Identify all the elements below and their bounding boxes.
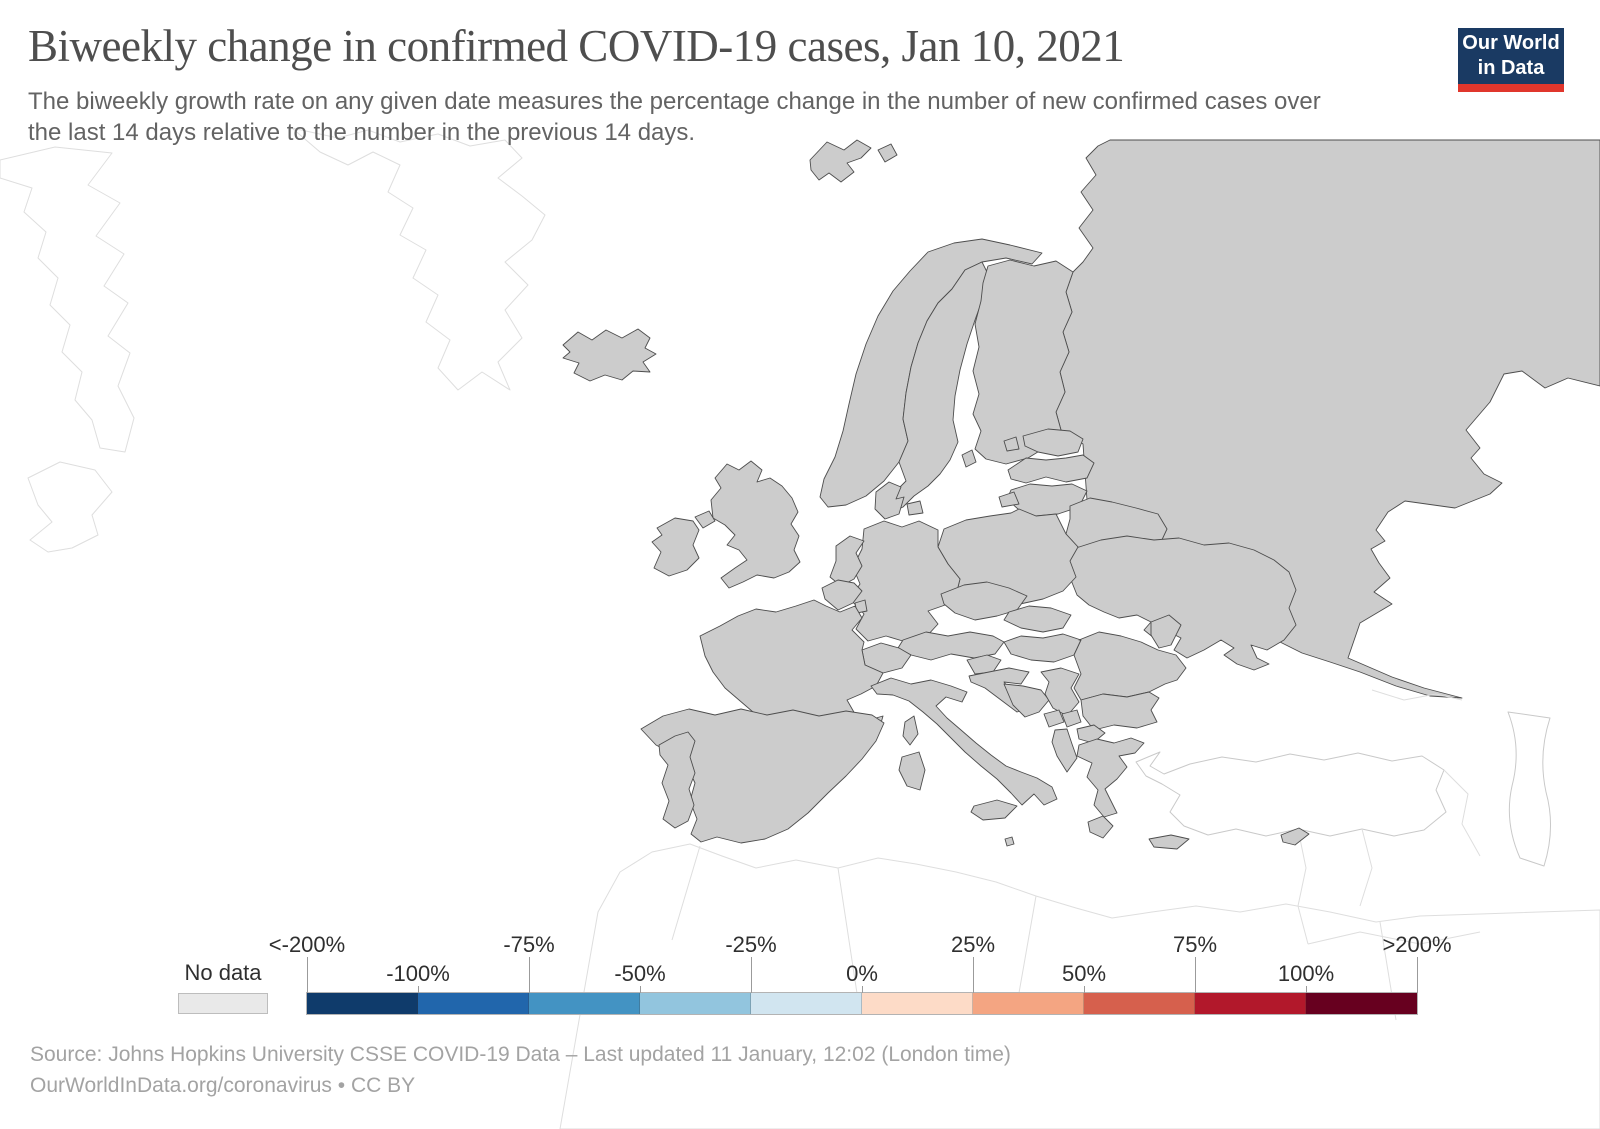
page-title: Biweekly change in confirmed COVID-19 ca…	[28, 21, 1125, 71]
country-albania[interactable]	[1051, 728, 1078, 773]
legend-segment-100% to >200%[interactable]	[1306, 993, 1417, 1014]
legend-segment-0% to 25%[interactable]	[862, 993, 973, 1014]
legend-tick	[307, 957, 308, 993]
country-sweden-gotland[interactable]	[961, 449, 977, 468]
country-bosnia[interactable]	[1003, 683, 1050, 718]
country-denmark-zealand[interactable]	[906, 500, 924, 516]
owid-logo-line1: Our World	[1462, 32, 1560, 54]
owid-logo[interactable]: Our World in Data	[1458, 28, 1564, 92]
owid-logo-line2: in Data	[1477, 57, 1545, 79]
source-separator: •	[331, 1074, 351, 1097]
legend-tick	[973, 957, 974, 993]
country-slovenia[interactable]	[966, 654, 1002, 675]
legend-segment--50% to -25%[interactable]	[640, 993, 751, 1014]
country-ukraine[interactable]	[1066, 535, 1297, 671]
coastline-arctic-canada	[291, 127, 546, 391]
country-norway-svalbard-2[interactable]	[877, 143, 898, 163]
legend-segment-75% to 100%[interactable]	[1195, 993, 1306, 1014]
legend-tick	[529, 957, 530, 993]
legend-tick-label: 25%	[950, 932, 996, 957]
source-line: Source: Johns Hopkins University CSSE CO…	[30, 1043, 1011, 1066]
country-serbia[interactable]	[1040, 667, 1080, 717]
legend-tick-label: 50%	[1061, 961, 1107, 986]
country-russia-kaliningrad[interactable]	[998, 491, 1020, 508]
legend-tick	[1417, 957, 1418, 993]
country-spain[interactable]	[640, 708, 885, 844]
country-malta[interactable]	[1004, 836, 1015, 847]
legend-segment--100% to -75%[interactable]	[418, 993, 529, 1014]
legend-no-data-swatch[interactable]	[178, 993, 268, 1014]
africa-borders	[671, 845, 1397, 1021]
country-norway-svalbard[interactable]	[809, 139, 872, 183]
coastline-greenland-tip	[27, 461, 113, 553]
chart-header: Biweekly change in confirmed COVID-19 ca…	[28, 20, 1428, 148]
legend-tick	[418, 986, 419, 993]
legend-tick	[751, 957, 752, 993]
legend-tick-label: -50%	[614, 961, 666, 986]
legend-segment--75% to -50%[interactable]	[529, 993, 640, 1014]
source-line-2: OurWorldInData.org/coronavirus • CC BY	[30, 1071, 1011, 1101]
country-north-macedonia[interactable]	[1076, 724, 1106, 744]
coastline-turkey	[1135, 751, 1447, 837]
legend-tick-label: <-200%	[268, 932, 346, 957]
country-romania[interactable]	[1073, 631, 1187, 701]
legend-tick-label: >200%	[1382, 932, 1452, 957]
legend-tick	[1084, 986, 1085, 993]
coastline-greenland	[0, 146, 135, 453]
legend-tick	[1306, 986, 1307, 993]
legend-segment-25% to 50%[interactable]	[973, 993, 1084, 1014]
license-label: CC BY	[350, 1074, 416, 1097]
country-italy-sardinia[interactable]	[898, 751, 926, 791]
legend-tick-label: -100%	[386, 961, 450, 986]
country-greece-crete[interactable]	[1148, 834, 1190, 850]
country-latvia[interactable]	[1007, 454, 1095, 484]
legend-segment-50% to 75%[interactable]	[1084, 993, 1195, 1014]
country-montenegro[interactable]	[1043, 709, 1065, 728]
country-belgium[interactable]	[821, 579, 863, 611]
country-estonia[interactable]	[1022, 428, 1084, 457]
country-united-kingdom[interactable]	[710, 460, 801, 589]
legend-tick	[640, 986, 641, 993]
country-ireland[interactable]	[651, 517, 700, 577]
country-uk-northern-ireland[interactable]	[694, 510, 716, 529]
caspian-sea-outline	[1507, 711, 1552, 867]
coastline-north-africa	[559, 843, 1600, 1129]
chart-footer: Source: Johns Hopkins University CSSE CO…	[30, 1040, 1011, 1101]
legend-tick	[862, 986, 863, 993]
legend-no-data-label: No data	[184, 960, 262, 985]
legend-tick-label: -75%	[503, 932, 555, 957]
country-bulgaria[interactable]	[1080, 691, 1160, 731]
page-subtitle: The biweekly growth rate on any given da…	[28, 88, 1321, 146]
legend-tick	[1195, 957, 1196, 993]
legend-segment--200% to -100%[interactable]	[307, 993, 418, 1014]
country-slovakia[interactable]	[1003, 605, 1072, 633]
country-italy[interactable]	[870, 677, 1058, 806]
country-greece-peloponnese[interactable]	[1087, 815, 1114, 839]
country-moldova[interactable]	[1150, 614, 1182, 649]
country-kosovo[interactable]	[1061, 709, 1082, 728]
country-hungary[interactable]	[1003, 633, 1082, 663]
country-greece[interactable]	[1076, 737, 1145, 818]
country-france-corsica[interactable]	[902, 715, 919, 746]
country-iceland[interactable]	[562, 328, 657, 382]
country-estonia-islands[interactable]	[1003, 436, 1020, 452]
country-italy-sicily[interactable]	[970, 799, 1018, 821]
legend-tick-label: 100%	[1277, 961, 1335, 986]
country-cyprus[interactable]	[1280, 827, 1310, 846]
legend-tick-label: 0%	[846, 961, 878, 986]
country-portugal[interactable]	[658, 731, 696, 829]
legend-tick-label: 75%	[1172, 932, 1218, 957]
country-sweden[interactable]	[883, 261, 991, 513]
country-denmark[interactable]	[874, 481, 905, 520]
mideast-borders	[1297, 689, 1481, 945]
legend-tick-label: -25%	[725, 932, 777, 957]
legend-segment--25% to 0%[interactable]	[751, 993, 862, 1014]
owid-logo-text: Our World in Data	[1458, 28, 1564, 84]
owid-logo-accent-bar	[1458, 84, 1564, 92]
source-link[interactable]: OurWorldInData.org/coronavirus	[30, 1074, 332, 1097]
country-netherlands[interactable]	[829, 535, 865, 587]
